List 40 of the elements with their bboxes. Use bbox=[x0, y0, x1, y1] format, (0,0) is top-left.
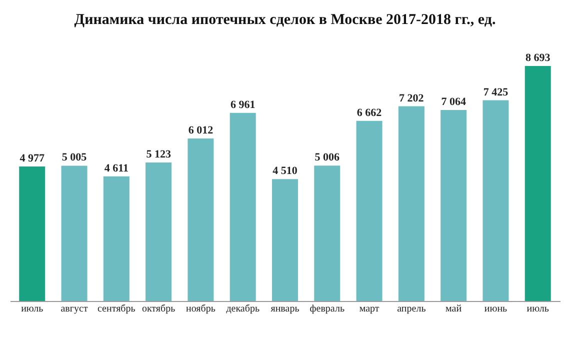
data-label: 6 662 bbox=[356, 106, 382, 119]
data-label: 6 012 bbox=[188, 124, 214, 136]
data-label: 4 611 bbox=[104, 162, 128, 174]
bar bbox=[61, 166, 88, 301]
data-label: 7 202 bbox=[399, 92, 424, 104]
x-tick-label: июль bbox=[526, 304, 550, 314]
x-tick-label: сентябрь bbox=[97, 304, 136, 314]
x-tick-label: май bbox=[446, 304, 462, 314]
bar bbox=[482, 100, 509, 301]
bar bbox=[103, 176, 130, 301]
data-label: 5 006 bbox=[314, 152, 340, 164]
data-label: 6 961 bbox=[230, 98, 256, 111]
x-tick-label: июль bbox=[21, 304, 44, 314]
chart-title: Динамика числа ипотечных сделок в Москве 2017-2018 гг., ед. bbox=[74, 12, 496, 28]
bar bbox=[230, 112, 256, 301]
x-tick-label: февраль bbox=[310, 304, 345, 314]
x-tick-label: апрель bbox=[397, 304, 426, 314]
bar bbox=[272, 179, 298, 301]
x-tick-label: июнь bbox=[484, 304, 508, 314]
data-label: 5 005 bbox=[62, 152, 88, 164]
x-tick-label: декабрь bbox=[226, 304, 260, 314]
bar bbox=[19, 166, 46, 301]
bar bbox=[440, 110, 467, 301]
bar bbox=[314, 166, 340, 301]
x-tick-label: март bbox=[359, 304, 380, 314]
data-label: 7 425 bbox=[483, 86, 509, 98]
bar bbox=[524, 66, 551, 301]
x-tick-label: октябрь bbox=[142, 304, 176, 314]
bar bbox=[398, 106, 424, 301]
data-label: 4 510 bbox=[272, 165, 298, 178]
x-tick-label: январь bbox=[270, 304, 300, 314]
x-tick-label: август bbox=[60, 304, 88, 314]
data-label: 5 123 bbox=[146, 148, 172, 161]
data-label: 8 693 bbox=[526, 52, 551, 64]
x-tick-label: ноябрь bbox=[186, 304, 216, 314]
bar bbox=[146, 162, 172, 301]
data-label: 4 977 bbox=[20, 152, 45, 164]
bar bbox=[356, 120, 382, 301]
data-label: 7 064 bbox=[441, 96, 466, 108]
bar bbox=[188, 138, 214, 301]
